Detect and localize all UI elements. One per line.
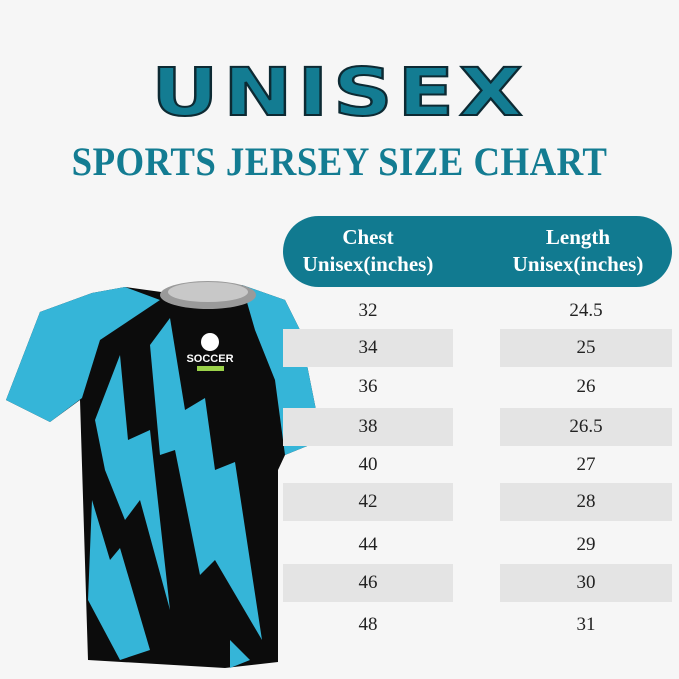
- table-row: 44 29: [283, 526, 672, 564]
- table-row: 34 25: [283, 329, 672, 367]
- table-row: 32 24.5: [283, 292, 672, 330]
- table-header: Chest Unisex(inches) Length Unisex(inche…: [283, 216, 672, 287]
- length-cell: 28: [500, 483, 672, 521]
- chest-cell: 46: [283, 564, 453, 602]
- length-cell: 24.5: [569, 300, 603, 321]
- length-cell: 26.5: [500, 408, 672, 446]
- table-row: 48 31: [283, 606, 672, 644]
- chest-header: Chest Unisex(inches): [283, 224, 453, 278]
- soccer-ball-icon: [201, 333, 219, 351]
- length-cell: 26: [576, 376, 596, 397]
- title: UNISEX: [150, 54, 528, 131]
- chest-header-line2: Unisex(inches): [302, 252, 434, 276]
- chest-cell: 38: [283, 408, 453, 446]
- length-header-line2: Unisex(inches): [512, 252, 644, 276]
- table-row: 38 26.5: [283, 408, 672, 446]
- table-row: 46 30: [283, 564, 672, 602]
- length-cell: 31: [576, 614, 596, 635]
- jersey-logo-text: SOCCER: [186, 353, 233, 365]
- jersey: SOCCER: [6, 281, 322, 668]
- table-row: 36 26: [283, 368, 672, 406]
- chest-cell: 42: [283, 483, 453, 521]
- chest-cell: 34: [283, 329, 453, 367]
- length-cell: 30: [500, 564, 672, 602]
- chest-cell: 36: [358, 376, 378, 397]
- length-cell: 29: [576, 534, 596, 555]
- chest-cell: 48: [358, 614, 378, 635]
- chest-cell: 44: [358, 534, 378, 555]
- chest-cell: 32: [358, 300, 378, 321]
- subtitle: SPORTS JERSEY SIZE CHART: [71, 139, 608, 184]
- length-header: Length Unisex(inches): [493, 224, 663, 278]
- table-row: 40 27: [283, 446, 672, 484]
- table-row: 42 28: [283, 483, 672, 521]
- length-cell: 25: [500, 329, 672, 367]
- length-header-line1: Length: [545, 225, 611, 249]
- length-cell: 27: [576, 454, 596, 475]
- chest-header-line1: Chest: [342, 225, 394, 249]
- chest-cell: 40: [358, 454, 378, 475]
